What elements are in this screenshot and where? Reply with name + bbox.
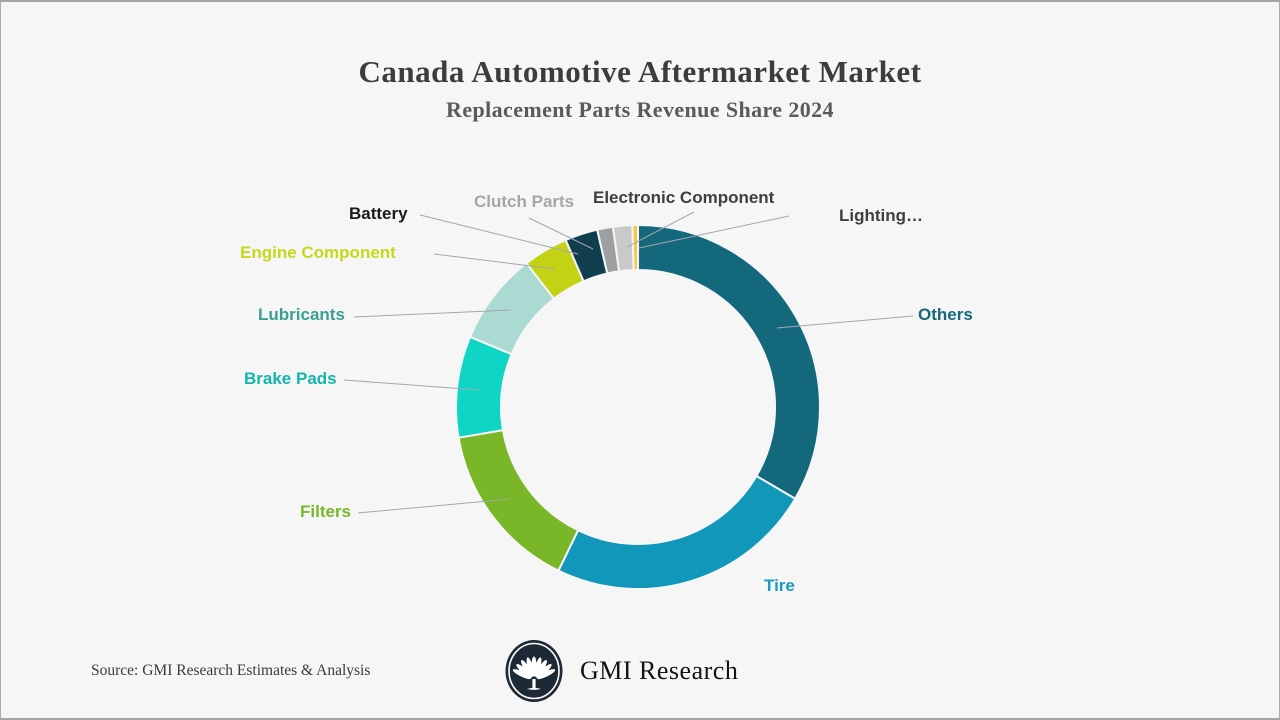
leader-line-lighting [638, 215, 790, 249]
leader-line-filters [357, 498, 511, 514]
segment-label-tire: Tire [764, 576, 795, 595]
brand-name: GMI Research [580, 656, 739, 685]
leader-line-clutch_parts [528, 217, 594, 250]
leader-line-lubricants [353, 309, 512, 318]
leader-line-battery [419, 214, 579, 255]
segment-label-brake_pads: Brake Pads [244, 369, 337, 388]
segment-label-battery: Battery [349, 204, 408, 223]
donut-segment-tire[interactable] [557, 474, 797, 590]
segment-label-engine_component: Engine Component [240, 243, 396, 262]
page-subtitle: Replacement Parts Revenue Share 2024 [446, 96, 834, 122]
donut-segment-others[interactable] [637, 223, 821, 501]
segment-label-filters: Filters [300, 502, 352, 521]
segment-label-clutch_parts: Clutch Parts [474, 192, 575, 211]
segment-label-lighting: Lighting… [839, 206, 924, 225]
brand-lockup: GMI Research [504, 639, 738, 703]
segment-label-electronic_component: Electronic Component [593, 188, 775, 207]
source-text: Source: GMI Research Estimates & Analysi… [91, 662, 371, 679]
donut-segment-filters[interactable] [457, 428, 580, 573]
leader-line-brake_pads [343, 379, 480, 391]
leader-line-others [776, 315, 914, 329]
segment-label-lubricants: Lubricants [258, 305, 345, 324]
title-block: Canada Automotive Aftermarket Market Rep… [1, 54, 1279, 123]
leader-line-electronic_component [626, 211, 695, 248]
donut-segment-brake_pads[interactable] [454, 335, 513, 439]
segment-label-others: Others [918, 305, 973, 324]
leader-line-engine_component [433, 253, 556, 270]
page-title: Canada Automotive Aftermarket Market [358, 54, 922, 89]
gmi-palm-tree-logo-icon [505, 640, 563, 702]
donut-segment-lighting[interactable] [631, 223, 639, 272]
